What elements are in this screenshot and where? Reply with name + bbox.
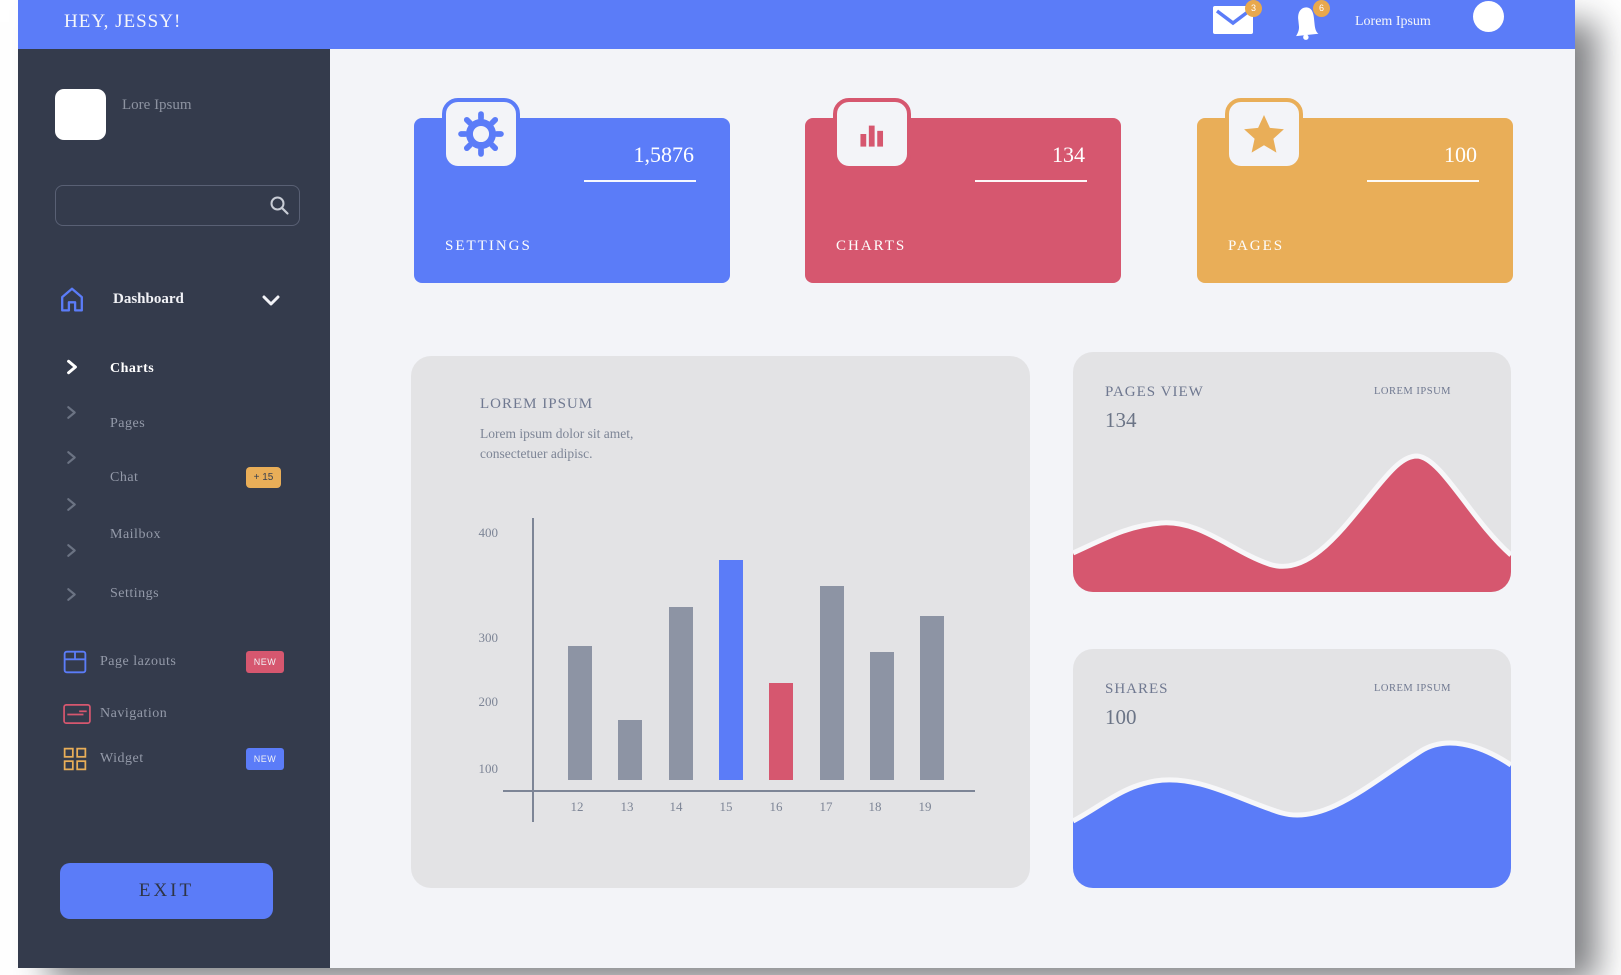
sidebar-item-mailbox[interactable]: Mailbox	[110, 527, 161, 542]
bar	[769, 683, 793, 780]
card-corner-label: LOREM IPSUM	[1374, 386, 1451, 397]
stat-underline	[584, 180, 696, 182]
stat-card-charts[interactable]: 134 CHARTS	[805, 98, 1121, 283]
stat-label: CHARTS	[836, 238, 907, 254]
chevron-down-icon	[262, 295, 280, 306]
x-tick-label: 18	[868, 799, 882, 814]
stat-value: 134	[1052, 142, 1085, 167]
chevron-right-icon	[67, 359, 77, 375]
greeting-text: HEY, JESSY!	[64, 11, 182, 32]
card-corner-label: LOREM IPSUM	[1374, 683, 1451, 694]
shares-area-chart	[1073, 740, 1511, 888]
x-tick-label: 14	[669, 799, 683, 814]
avatar[interactable]	[1473, 1, 1504, 32]
app-page: HEY, JESSY! 3 6 Lorem Ipsum Lore Ipsum	[18, 0, 1575, 968]
search-input[interactable]	[55, 185, 300, 226]
card-title: SHARES	[1105, 681, 1169, 697]
bar	[618, 720, 642, 780]
bar	[820, 586, 844, 780]
chevron-right-icon	[67, 451, 76, 464]
x-tick-label: 15	[719, 799, 733, 814]
chevron-right-icon	[67, 498, 76, 511]
stat-label: PAGES	[1228, 238, 1285, 254]
logo-label: Lore Ipsum	[122, 97, 192, 113]
grid-icon	[63, 747, 87, 771]
sidebar-item-pages[interactable]: Pages	[110, 416, 146, 431]
home-icon	[61, 287, 83, 312]
stat-underline	[975, 180, 1087, 182]
sidebar-item-navigation[interactable]: Navigation	[18, 694, 330, 734]
sidebar-item-charts[interactable]: Charts	[110, 361, 155, 376]
bell-badge: 6	[1313, 0, 1330, 17]
exit-button[interactable]: EXIT	[60, 863, 273, 919]
pages-view-card: PAGES VIEW 134 LOREM IPSUM	[1073, 352, 1511, 592]
new-badge: NEW	[246, 651, 284, 673]
card-value: 100	[1105, 705, 1137, 729]
bar-chart-icon	[860, 125, 884, 147]
card-value: 134	[1105, 408, 1137, 432]
stat-card-pages[interactable]: 100 PAGES	[1197, 98, 1513, 283]
x-tick-label: 13	[620, 799, 634, 814]
x-axis-line	[503, 790, 975, 792]
stat-icon-tab	[833, 98, 911, 170]
gear-icon	[458, 111, 504, 157]
sidebar-item-dashboard[interactable]: Dashboard	[18, 275, 330, 327]
chat-count-badge: + 15	[246, 467, 281, 488]
bar	[870, 652, 894, 780]
mail-icon-fold	[1215, 9, 1251, 26]
bar-chart-card: LOREM IPSUM Lorem ipsum dolor sit amet, …	[411, 356, 1030, 888]
bar	[568, 646, 592, 780]
layout-icon	[63, 650, 87, 674]
star-icon	[1244, 115, 1284, 153]
x-tick-label: 17	[819, 799, 833, 814]
navbar-icon	[63, 703, 91, 725]
stat-underline	[1367, 180, 1479, 182]
bar	[669, 607, 693, 780]
bar	[719, 560, 743, 780]
bar	[920, 616, 944, 780]
top-header: HEY, JESSY! 3 6 Lorem Ipsum	[18, 0, 1575, 49]
stat-label: SETTINGS	[445, 238, 532, 254]
sidebar-item-label: Page lazouts	[100, 654, 177, 669]
sidebar-item-label: Widget	[100, 751, 144, 766]
chevron-right-icon	[67, 588, 76, 601]
sidebar: Lore Ipsum Dashboard	[18, 49, 330, 968]
sidebar-item-label: Dashboard	[113, 291, 184, 307]
stat-icon-tab	[442, 98, 520, 170]
y-tick-label: 400	[478, 525, 499, 540]
pages-view-area-chart	[1073, 453, 1511, 592]
sidebar-item-settings[interactable]: Settings	[110, 586, 160, 601]
x-tick-label: 12	[570, 799, 584, 814]
y-tick-label: 100	[478, 761, 499, 776]
stat-value: 100	[1444, 142, 1477, 167]
x-tick-label: 19	[918, 799, 932, 814]
y-tick-label: 200	[478, 694, 499, 709]
chevron-right-icon	[67, 406, 76, 419]
sidebar-item-widget[interactable]: Widget NEW	[18, 739, 330, 779]
bell-icon	[1296, 7, 1319, 40]
chart-title: LOREM IPSUM	[480, 396, 594, 412]
y-axis-line	[532, 518, 534, 822]
card-title: PAGES VIEW	[1105, 384, 1204, 400]
sidebar-item-page-layouts[interactable]: Page lazouts NEW	[18, 642, 330, 682]
y-tick-label: 300	[478, 630, 499, 645]
new-badge: NEW	[246, 748, 284, 770]
sidebar-item-chat[interactable]: Chat	[110, 470, 139, 485]
chart-description: Lorem ipsum dolor sit amet, consectetuer…	[480, 426, 634, 461]
search-icon[interactable]	[269, 195, 290, 216]
search-box	[55, 185, 300, 226]
stat-icon-tab	[1225, 98, 1303, 170]
stat-card-settings[interactable]: 1,5876 SETTINGS	[414, 98, 730, 283]
sidebar-item-label: Navigation	[100, 706, 168, 721]
header-username: Lorem Ipsum	[1355, 14, 1431, 29]
mail-badge: 3	[1245, 0, 1262, 17]
stat-value: 1,5876	[633, 142, 695, 167]
logo	[55, 89, 106, 140]
x-tick-label: 16	[769, 799, 783, 814]
chevron-right-icon	[67, 544, 76, 557]
notifications-button[interactable]	[1290, 4, 1326, 40]
shares-card: SHARES 100 LOREM IPSUM	[1073, 649, 1511, 888]
